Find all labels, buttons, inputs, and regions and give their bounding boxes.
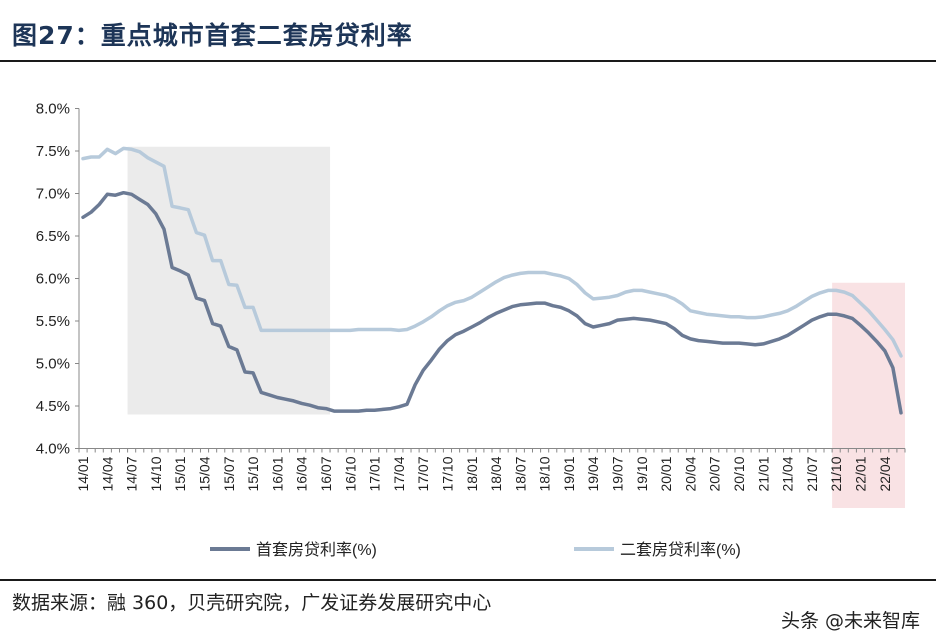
x-tick-label: 14/04 bbox=[99, 456, 115, 491]
x-tick-label: 14/07 bbox=[124, 456, 140, 491]
x-tick-label: 19/07 bbox=[610, 456, 626, 491]
x-tick-label: 18/01 bbox=[464, 456, 480, 491]
x-tick-label: 16/04 bbox=[294, 456, 310, 491]
x-tick-label: 17/10 bbox=[439, 456, 455, 491]
y-tick-label: 7.5% bbox=[36, 143, 70, 160]
x-tick-label: 21/07 bbox=[804, 456, 820, 491]
tick-labels: 4.0% 4.5% 5.0% 5.5% 6.0% 6.5% 7.0% 7.5% 8.0% 14/0… bbox=[36, 101, 893, 492]
shaded-regions bbox=[127, 146, 905, 508]
watermark: 头条 @未来智库 bbox=[780, 610, 920, 632]
y-tick-label: 4.0% bbox=[36, 441, 70, 458]
y-tick-label: 4.5% bbox=[36, 398, 70, 415]
x-tick-label: 21/10 bbox=[828, 456, 844, 491]
x-tick-label: 18/07 bbox=[512, 456, 528, 491]
series-lines bbox=[81, 146, 903, 415]
page-title: 图27：重点城市首套二套房贷利率 bbox=[12, 21, 413, 50]
x-tick-label: 17/01 bbox=[367, 456, 383, 491]
x-tick-label: 20/01 bbox=[658, 456, 674, 491]
x-tick-label: 16/10 bbox=[342, 456, 358, 491]
x-tick-label: 16/01 bbox=[269, 456, 285, 491]
y-tick-label: 8.0% bbox=[36, 101, 70, 118]
x-tick-label: 14/01 bbox=[75, 456, 91, 491]
axes bbox=[75, 108, 906, 453]
x-tick-label: 15/10 bbox=[245, 456, 261, 491]
x-tick-label: 22/04 bbox=[877, 456, 893, 491]
x-tick-label: 18/04 bbox=[488, 456, 504, 491]
x-tick-label: 20/07 bbox=[707, 456, 723, 491]
second-home-rate-line bbox=[81, 146, 903, 358]
line-chart: 4.0% 4.5% 5.0% 5.5% 6.0% 6.5% 7.0% 7.5% 8.0% 14/0… bbox=[36, 101, 906, 559]
y-tick-label: 6.5% bbox=[36, 228, 70, 245]
x-tick-label: 19/10 bbox=[634, 456, 650, 491]
y-tick-label: 6.0% bbox=[36, 271, 70, 288]
x-tick-label: 21/04 bbox=[780, 456, 796, 491]
source-note: 数据来源：融 360，贝壳研究院，广发证券发展研究中心 bbox=[12, 592, 492, 614]
x-tick-label: 18/10 bbox=[537, 456, 553, 491]
legend-label: 二套房贷利率(%) bbox=[620, 541, 741, 559]
x-tick-label: 15/01 bbox=[172, 456, 188, 491]
legend-label: 首套房贷利率(%) bbox=[256, 541, 377, 559]
first-home-rate-line bbox=[81, 190, 903, 415]
x-tick-label: 17/04 bbox=[391, 456, 407, 491]
x-tick-label: 15/07 bbox=[221, 456, 237, 491]
x-tick-label: 19/04 bbox=[585, 456, 601, 491]
shaded-region-2 bbox=[832, 282, 905, 508]
y-tick-label: 5.0% bbox=[36, 356, 70, 373]
x-tick-label: 17/07 bbox=[415, 456, 431, 491]
legend: 首套房贷利率(%) 二套房贷利率(%) bbox=[210, 541, 741, 559]
x-tick-label: 22/01 bbox=[852, 456, 868, 491]
x-tick-label: 19/01 bbox=[561, 456, 577, 491]
x-tick-label: 14/10 bbox=[148, 456, 164, 491]
x-tick-label: 21/01 bbox=[755, 456, 771, 491]
y-tick-label: 7.0% bbox=[36, 186, 70, 203]
source-divider bbox=[0, 579, 936, 581]
y-tick-label: 5.5% bbox=[36, 313, 70, 330]
x-tick-label: 20/04 bbox=[682, 456, 698, 491]
title-divider bbox=[0, 60, 936, 62]
x-tick-label: 20/10 bbox=[731, 456, 747, 491]
x-tick-label: 16/07 bbox=[318, 456, 334, 491]
x-tick-label: 15/04 bbox=[197, 456, 213, 491]
